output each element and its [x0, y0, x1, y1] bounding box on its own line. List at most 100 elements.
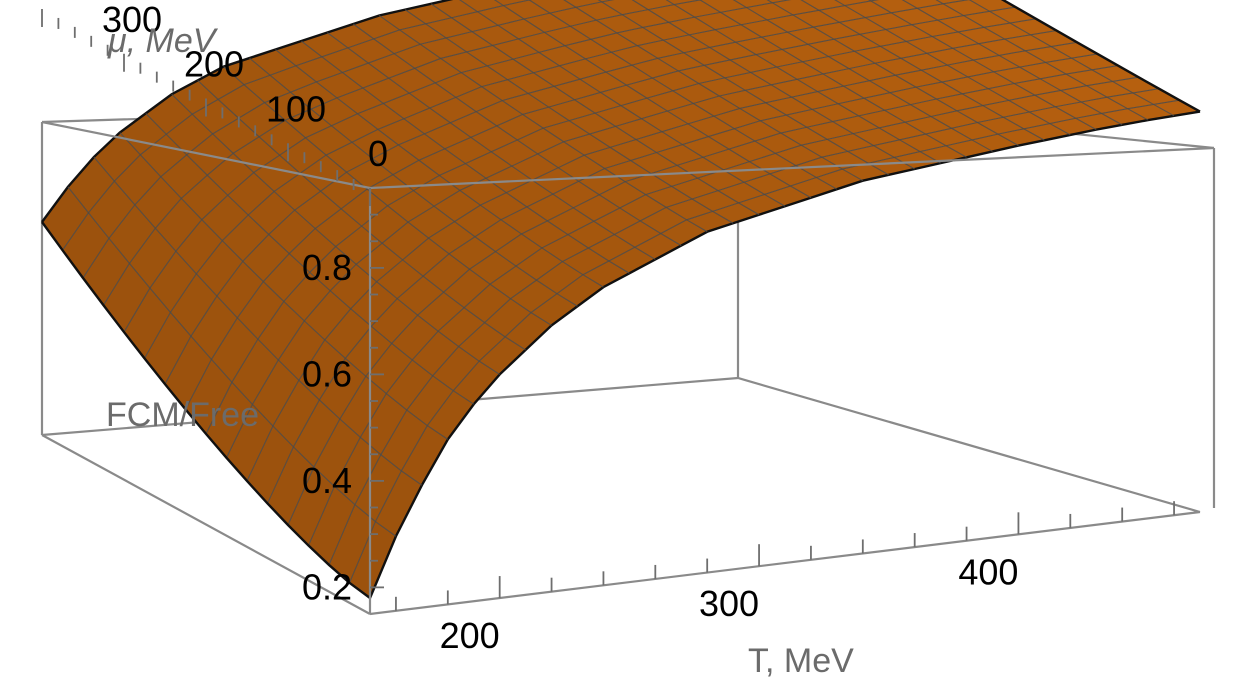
surface-patch [637, 40, 684, 59]
surface-patch [420, 37, 467, 59]
surface-patch [880, 41, 927, 59]
surface-patch [464, 284, 511, 323]
surface-patch [1133, 88, 1180, 105]
surface-patch [1153, 100, 1200, 116]
surface-patch [170, 273, 217, 337]
surface-patch [270, 65, 317, 93]
surface-patch [645, 186, 693, 208]
surface-patch [600, 85, 647, 106]
surface-patch [166, 114, 213, 155]
surface-patch [382, 222, 429, 260]
surface-patch [554, 79, 601, 100]
surface-patch [596, 14, 643, 33]
surface-patch [505, 312, 552, 350]
surface-patch [575, 1, 623, 21]
surface-patch [746, 2, 793, 20]
surface-patch [1049, 118, 1097, 135]
surface-patch [406, 375, 454, 426]
surface-patch [268, 210, 316, 254]
surface-patch [808, 39, 855, 57]
surface-patch [263, 253, 310, 302]
surface-patch [380, 410, 428, 471]
z-tick-label: 0.4 [302, 460, 352, 501]
surface-patch [614, 220, 661, 248]
surface-mesh-line [249, 57, 578, 307]
surface-patch [315, 208, 362, 247]
surface-patch [181, 175, 228, 220]
surface-patch [1040, 74, 1087, 91]
surface-patch [884, 104, 931, 123]
surface-mesh-line [800, 0, 1045, 141]
surface-patch [973, 55, 1020, 72]
surface-patch [438, 307, 485, 347]
surface-patch [518, 32, 565, 53]
surface-patch [854, 46, 901, 64]
surface-patch [656, 144, 703, 166]
surface-patch [864, 92, 911, 111]
surface-patch [891, 8, 938, 25]
surface-patch [917, 3, 964, 21]
surface-patch [533, 65, 580, 87]
surface-patch [356, 243, 403, 282]
surface-patch [342, 63, 389, 89]
surface-patch [1075, 113, 1123, 130]
surface-patch [145, 94, 193, 135]
surface-patch [434, 190, 481, 222]
surface-patch [539, 45, 586, 66]
surface-patch [294, 191, 342, 229]
surface-patch [196, 240, 243, 297]
surface-patch [802, 56, 849, 74]
surface-patch [838, 98, 885, 116]
surface-patch [604, 160, 652, 182]
surface-patch [375, 470, 422, 537]
surface-patch [849, 63, 896, 81]
surface-patch [541, 234, 589, 262]
surface-patch [582, 260, 630, 288]
surface-patch [709, 42, 757, 60]
surface-patch [899, 134, 947, 152]
y-tick-label: 100 [266, 88, 326, 129]
x-tick-label: 300 [699, 583, 759, 624]
surface-patch [662, 123, 709, 145]
surface-patch [641, 111, 688, 132]
surface-patch [678, 65, 725, 84]
surface-patch [521, 220, 568, 248]
surface-patch [1004, 34, 1052, 51]
surface-mesh-line [732, 0, 993, 152]
surface-patch [408, 206, 455, 239]
surface-patch [873, 139, 921, 158]
surface-patch [279, 137, 327, 174]
surface-patch [958, 27, 1005, 44]
surface-patch [559, 58, 606, 80]
surface-patch [708, 128, 755, 150]
surface-patch [580, 72, 627, 93]
surface-patch [739, 102, 787, 121]
surface-patch [320, 172, 368, 209]
surface-patch [1010, 18, 1057, 35]
surface-patch [640, 207, 687, 234]
surface-patch [902, 0, 944, 9]
surface-patch [93, 132, 141, 182]
surface-patch [622, 9, 669, 28]
surface-patch [621, 98, 668, 119]
surface-patch [371, 298, 418, 344]
surface-patch [677, 157, 724, 179]
surface-patch [543, 120, 590, 142]
surface-patch [791, 91, 839, 110]
surface-patch [349, 521, 396, 599]
surface-patch [134, 176, 182, 229]
surface-patch [671, 178, 719, 199]
surface-patch [756, 49, 803, 67]
surface-patch [963, 11, 1011, 28]
surface-patch [720, 7, 767, 25]
surface-patch [443, 269, 491, 308]
surface-patch [925, 128, 972, 146]
surface-mesh-line [563, 0, 864, 182]
surface-patch [386, 359, 433, 411]
surface-patch [347, 38, 395, 64]
surface-patch [513, 52, 560, 73]
surface-patch [1025, 46, 1072, 63]
surface-patch [672, 83, 720, 104]
surface-patch [926, 48, 974, 66]
